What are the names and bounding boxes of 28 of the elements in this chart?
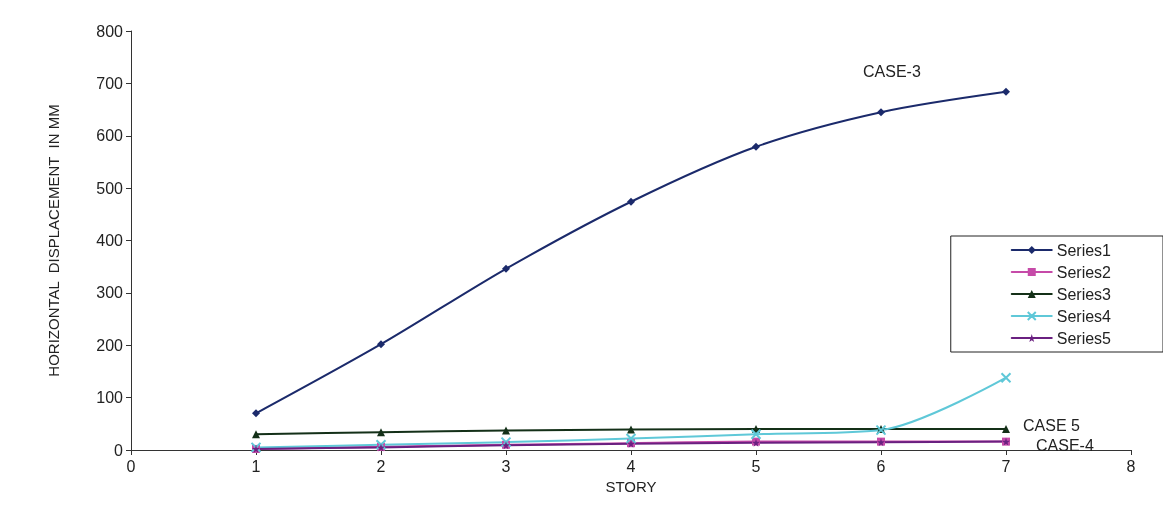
y-tick-label: 800 — [96, 22, 124, 40]
x-tick-label: 7 — [1001, 457, 1011, 475]
y-tick-label: 600 — [96, 127, 124, 145]
annotation: CASE 5 — [1023, 416, 1081, 434]
legend-label: Series2 — [1056, 263, 1112, 281]
y-tick-label: 100 — [96, 389, 124, 407]
y-tick-label: 500 — [96, 179, 124, 197]
y-tick-label: 200 — [96, 336, 124, 354]
legend-label: Series1 — [1056, 241, 1112, 259]
y-tick-label: 400 — [96, 232, 124, 249]
legend-label: Series3 — [1056, 285, 1112, 303]
y-tick-label: 300 — [96, 284, 124, 302]
x-tick-label: 4 — [626, 457, 636, 475]
y-tick-label: 0 — [114, 441, 124, 459]
x-tick-label: 3 — [501, 457, 511, 475]
legend-label: Series5 — [1056, 329, 1112, 347]
x-tick-label: 0 — [126, 457, 136, 475]
y-axis-title: HORIZONTAL DISPLACEMENT IN MM — [45, 104, 62, 377]
x-tick-label: 5 — [751, 457, 761, 475]
legend-label: Series4 — [1056, 307, 1112, 325]
x-tick-label: 1 — [251, 457, 261, 475]
annotation: CASE-3 — [863, 62, 921, 80]
x-tick-label: 6 — [876, 457, 886, 475]
x-axis-title: STORY — [605, 477, 657, 495]
y-tick-label: 700 — [96, 74, 124, 92]
annotation: CASE-4 — [1036, 436, 1094, 454]
x-tick-label: 8 — [1126, 457, 1136, 475]
x-tick-label: 2 — [376, 457, 386, 475]
